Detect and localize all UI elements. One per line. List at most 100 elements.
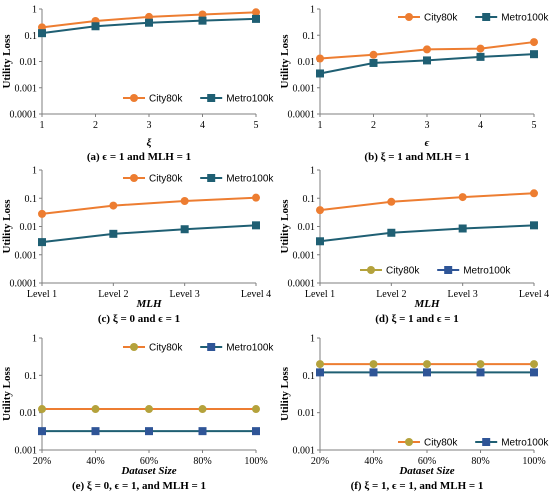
x-tick-label: 40% xyxy=(86,456,104,467)
data-point-metro100k xyxy=(252,221,260,230)
legend-swatch-marker xyxy=(482,13,491,21)
panel-caption: (c) ξ = 0 and ϵ = 1 xyxy=(98,313,180,325)
data-point-metro100k xyxy=(423,56,431,65)
x-tick-label: Level 4 xyxy=(519,289,549,300)
y-tick-label: 0.0001 xyxy=(10,279,38,290)
x-tick-label: 4 xyxy=(200,120,205,131)
panel-caption: (e) ξ = 0, ϵ = 1, and MLH = 1 xyxy=(72,480,206,492)
x-axis-label: Dataset Size xyxy=(120,465,176,477)
chart-panel-c: 0.0001 0.001 0.01 0.1 1 Level 1 Level 2 Level 3… xyxy=(1,166,274,326)
x-tick-label: Level 1 xyxy=(305,289,335,300)
x-axis-label: ξ xyxy=(147,137,152,149)
data-point-metro100k xyxy=(316,69,324,78)
x-tick-label: Level 1 xyxy=(27,289,57,300)
y-tick-label: 0.1 xyxy=(25,371,38,382)
legend-entry-city80k: City80k xyxy=(386,266,420,277)
x-tick-label: 4 xyxy=(478,120,483,131)
data-point-metro100k xyxy=(530,50,538,59)
data-point-metro100k xyxy=(369,368,378,377)
panel-caption: (f) ξ = 1, ϵ = 1, and MLH = 1 xyxy=(351,480,484,492)
x-tick-label: 100% xyxy=(244,456,267,467)
y-tick-label: 1 xyxy=(32,5,37,16)
y-tick-label: 0.01 xyxy=(20,222,38,233)
y-axis-label: Utility Loss xyxy=(279,366,291,421)
data-point-metro100k xyxy=(316,237,324,246)
legend-entry-city80k: City80k xyxy=(149,94,183,105)
legend-swatch-marker xyxy=(130,94,138,102)
data-point-city80k xyxy=(198,405,207,414)
legend-swatch-marker xyxy=(130,343,138,351)
y-tick-label: 0.001 xyxy=(15,83,38,94)
data-point-city80k xyxy=(423,360,431,369)
data-point-metro100k xyxy=(423,368,431,377)
y-tick-label: 0.1 xyxy=(25,194,38,205)
data-point-city80k xyxy=(252,8,260,17)
y-tick-label: 1 xyxy=(32,334,37,345)
panel-caption: (b) ξ = 1 and MLH = 1 xyxy=(364,151,469,163)
data-point-metro100k xyxy=(387,228,396,237)
x-tick-label: 20% xyxy=(33,456,51,467)
y-tick-label: 0.01 xyxy=(298,408,316,419)
y-tick-label: 0.01 xyxy=(20,408,38,419)
legend-entry-city80k: City80k xyxy=(149,174,183,185)
x-tick-label: 5 xyxy=(532,120,537,131)
x-axis-label: MLH xyxy=(413,298,440,310)
data-point-metro100k xyxy=(91,427,100,436)
legend-entry-metro100k: Metro100k xyxy=(463,266,511,277)
legend: City80k Metro100k xyxy=(123,174,274,185)
data-point-metro100k xyxy=(91,22,100,31)
legend-entry-metro100k: Metro100k xyxy=(226,343,274,354)
x-axis-label: ϵ xyxy=(425,137,430,149)
data-point-metro100k xyxy=(198,427,207,436)
x-tick-label: 40% xyxy=(364,456,382,467)
series-line-metro100k xyxy=(319,224,535,243)
x-tick-label: 20% xyxy=(311,456,329,467)
x-tick-label: Level 4 xyxy=(241,289,271,300)
chart-panel-a: 0.0001 0.001 0.01 0.1 1 1 2 3 4 5 Utility Loss ξ Cit… xyxy=(1,5,274,164)
legend-swatch-marker xyxy=(405,13,413,21)
x-tick-label: 2 xyxy=(93,120,98,131)
series-line-city80k xyxy=(41,196,257,215)
data-point-city80k xyxy=(423,45,431,54)
data-point-metro100k xyxy=(252,427,260,436)
legend-swatch-marker xyxy=(405,438,413,446)
legend-swatch-marker xyxy=(367,266,375,274)
data-point-metro100k xyxy=(38,238,46,247)
x-tick-label: 3 xyxy=(425,120,430,131)
legend-entry-metro100k: Metro100k xyxy=(226,174,274,185)
chart-panel-d: 0.0001 0.001 0.01 0.1 1 Level 1 Level 2 Level 3… xyxy=(279,166,549,326)
data-point-city80k xyxy=(316,54,324,63)
data-point-city80k xyxy=(38,405,46,414)
data-point-metro100k xyxy=(252,14,260,23)
legend: City80k Metro100k xyxy=(123,343,274,354)
y-tick-label: 0.01 xyxy=(298,222,316,233)
x-tick-label: 5 xyxy=(254,120,259,131)
y-tick-label: 0.01 xyxy=(298,57,316,68)
y-tick-label: 0.1 xyxy=(25,31,38,42)
data-point-metro100k xyxy=(476,368,485,377)
data-point-city80k xyxy=(458,193,467,202)
data-point-metro100k xyxy=(458,224,467,233)
x-tick-label: 100% xyxy=(522,456,545,467)
x-tick-label: 60% xyxy=(418,456,436,467)
data-point-city80k xyxy=(198,10,207,19)
legend-swatch-marker xyxy=(482,438,491,446)
data-point-city80k xyxy=(530,360,538,369)
legend-swatch-marker xyxy=(130,174,138,182)
y-tick-label: 0.01 xyxy=(20,57,38,68)
legend: City80k Metro100k xyxy=(360,266,511,277)
x-axis-label: MLH xyxy=(135,298,162,310)
data-point-city80k xyxy=(180,196,189,205)
x-tick-label: 80% xyxy=(193,456,211,467)
data-point-metro100k xyxy=(180,225,189,234)
y-tick-label: 0.001 xyxy=(293,83,316,94)
legend-swatch-marker xyxy=(207,343,216,351)
x-tick-label: 80% xyxy=(471,456,489,467)
y-axis-label: Utility Loss xyxy=(1,34,13,89)
y-tick-label: 0.001 xyxy=(15,446,38,457)
y-tick-label: 0.001 xyxy=(15,250,38,261)
legend: City80k Metro100k xyxy=(398,13,549,24)
data-point-metro100k xyxy=(109,229,118,238)
data-point-metro100k xyxy=(530,368,538,377)
data-point-metro100k xyxy=(530,221,538,230)
